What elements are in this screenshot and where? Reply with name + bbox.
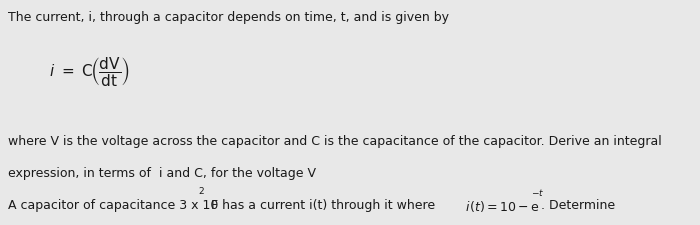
Text: A capacitor of capacitance 3 x 10: A capacitor of capacitance 3 x 10 <box>8 199 219 212</box>
Text: where V is the voltage across the capacitor and C is the capacitance of the capa: where V is the voltage across the capaci… <box>8 135 662 148</box>
Text: $i(t) = 10 - \mathrm{e}$: $i(t) = 10 - \mathrm{e}$ <box>458 199 540 214</box>
Text: 2: 2 <box>199 187 204 196</box>
Text: F has a current i(t) through it where: F has a current i(t) through it where <box>207 199 435 212</box>
Text: . Determine: . Determine <box>541 199 615 212</box>
Text: expression, in terms of  i and C, for the voltage V: expression, in terms of i and C, for the… <box>8 166 316 180</box>
Text: $-t$: $-t$ <box>531 187 544 198</box>
Text: $i\ =\ \mathrm{C}\!\left(\dfrac{\mathrm{dV}}{\mathrm{dt}}\right)$: $i\ =\ \mathrm{C}\!\left(\dfrac{\mathrm{… <box>49 56 130 88</box>
Text: The current, i, through a capacitor depends on time, t, and is given by: The current, i, through a capacitor depe… <box>8 11 449 24</box>
